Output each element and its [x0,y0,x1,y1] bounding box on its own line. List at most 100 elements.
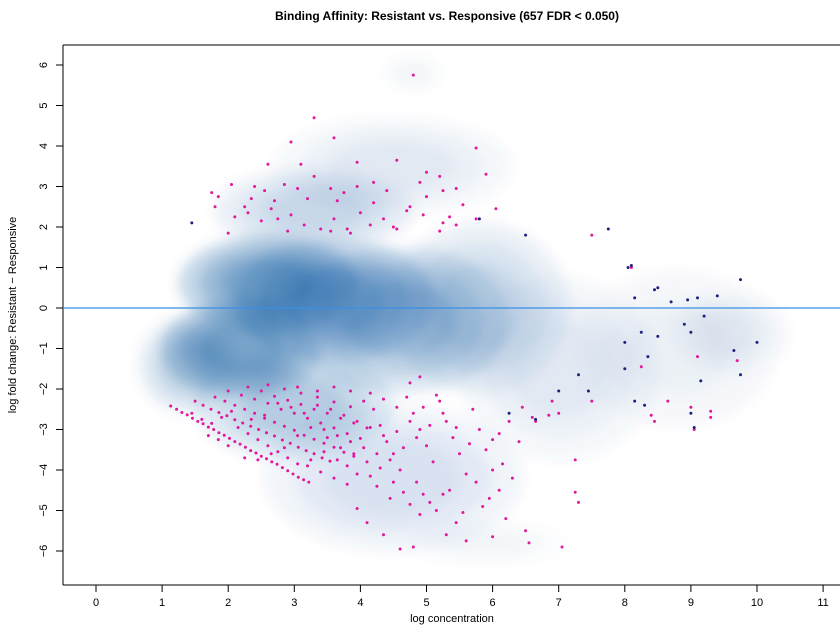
nonsignificant-point [633,399,637,403]
significant-point [510,476,514,480]
significant-point [425,444,428,448]
significant-point [223,399,227,403]
significant-point [328,459,332,463]
significant-point [352,452,356,456]
significant-point [653,419,656,423]
significant-point [382,397,385,401]
density-cloud [444,532,529,555]
significant-point [709,409,713,413]
significant-point [639,365,643,369]
significant-point [306,416,309,420]
significant-point [388,496,392,500]
significant-point [434,509,438,512]
significant-point [477,428,481,431]
density-layer [138,63,762,555]
significant-point [494,207,498,211]
significant-point [329,407,333,411]
significant-point [286,398,290,402]
significant-point [372,407,376,411]
significant-point [256,458,260,462]
significant-point [382,434,385,438]
significant-point [368,391,372,395]
nonsignificant-point [557,389,561,393]
significant-point [292,428,296,432]
significant-point [265,457,268,461]
significant-point [438,399,442,403]
significant-point [309,426,313,429]
significant-point [425,170,428,174]
significant-point [332,136,336,140]
significant-point [425,195,428,199]
nonsignificant-point [689,330,693,334]
significant-point [332,217,336,221]
significant-point [263,416,267,420]
significant-point [438,174,442,178]
nonsignificant-point [682,322,686,326]
significant-point [491,468,495,472]
significant-point [391,452,395,456]
significant-point [243,445,247,449]
nonsignificant-point [477,217,481,221]
significant-point [415,436,419,440]
significant-point [329,187,333,190]
significant-point [253,185,257,188]
significant-point [418,428,422,431]
significant-point [269,207,273,211]
significant-point [468,442,471,446]
significant-point [441,492,445,496]
significant-point [352,421,356,425]
significant-point [246,385,250,389]
chart-title: Binding Affinity: Resistant vs. Responsi… [275,9,619,23]
significant-point [454,426,458,429]
nonsignificant-point [715,294,719,298]
significant-point [286,229,290,233]
significant-point [454,223,458,227]
density-cloud [699,310,762,355]
significant-point [276,401,280,405]
significant-point [249,197,253,201]
significant-point [444,533,448,537]
nonsignificant-point [606,227,610,231]
significant-point [296,187,300,190]
significant-point [206,434,210,438]
significant-point [454,187,458,190]
significant-point [329,229,333,233]
significant-point [382,533,385,537]
nonsignificant-point [646,355,650,359]
significant-point [431,460,435,464]
significant-point [408,419,412,423]
significant-point [233,418,237,422]
significant-point [292,411,296,415]
significant-point [249,424,253,428]
nonsignificant-point [586,389,590,393]
significant-point [527,541,531,545]
significant-point [474,217,478,221]
x-tick-label: 9 [688,597,694,609]
significant-point [200,417,204,421]
significant-point [276,217,280,221]
significant-point [405,209,409,213]
y-tick-label: 4 [38,143,50,149]
significant-point [289,140,293,144]
significant-point [375,452,379,456]
significant-point [222,433,226,437]
significant-point [249,449,253,453]
significant-point [332,426,336,430]
significant-point [256,438,260,442]
density-cloud [397,63,429,82]
significant-point [395,227,399,231]
density-cloud [329,140,457,193]
significant-point [448,215,452,219]
significant-point [395,405,399,409]
significant-point [226,389,230,393]
significant-point [266,383,270,387]
significant-point [411,73,415,77]
significant-point [577,500,580,504]
y-tick-label: −4 [38,464,50,477]
nonsignificant-point [656,334,660,338]
significant-point [573,458,577,462]
significant-point [464,539,468,543]
x-tick-label: 2 [225,597,231,609]
significant-point [368,223,372,227]
significant-point [421,213,425,217]
